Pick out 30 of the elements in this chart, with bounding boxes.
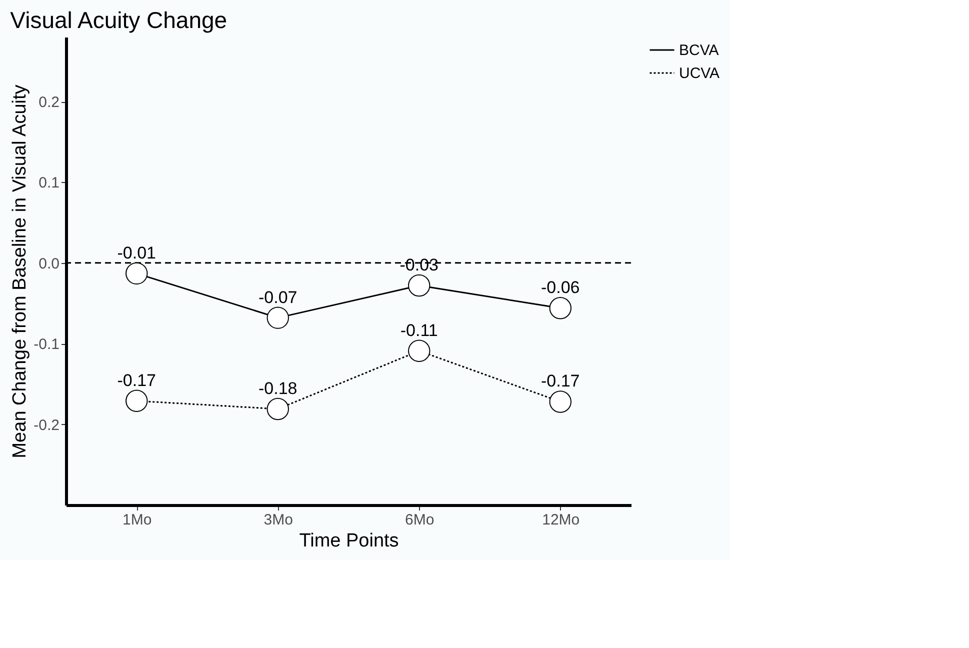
point [408,274,430,297]
y-tick-label: 0.2 [38,94,60,112]
point [266,398,289,420]
point [408,340,430,362]
x-tick-label: 1Mo [122,512,152,528]
point [549,297,572,320]
data-label: -0.18 [258,378,298,398]
x-axis-title: Time Points [299,530,399,552]
legend-label: BCVA [679,42,719,59]
data-label: -0.06 [541,278,580,298]
x-tick-label: 12Mo [542,512,580,528]
legend-label: UCVA [679,65,720,82]
y-tick-label: -0.2 [34,416,60,434]
point [126,390,148,412]
y-tick-label: -0.1 [34,336,60,354]
point [549,390,572,413]
point [126,262,148,285]
y-tick-label: 0.0 [38,255,60,272]
data-label: -0.17 [541,372,580,391]
y-tick-label: 0.1 [38,174,60,192]
point [266,306,289,329]
chart-title: Visual Acuity Change [10,7,228,33]
data-label: -0.03 [400,256,438,275]
data-label: -0.17 [117,370,156,390]
y-axis-title: Mean Change from Baseline in Visual Acuity [10,84,31,458]
data-label: -0.11 [400,320,438,340]
data-label: -0.07 [258,288,298,307]
data-label: -0.01 [117,243,156,262]
x-tick-label: 6Mo [405,512,434,528]
x-tick-label: 3Mo [264,512,293,528]
